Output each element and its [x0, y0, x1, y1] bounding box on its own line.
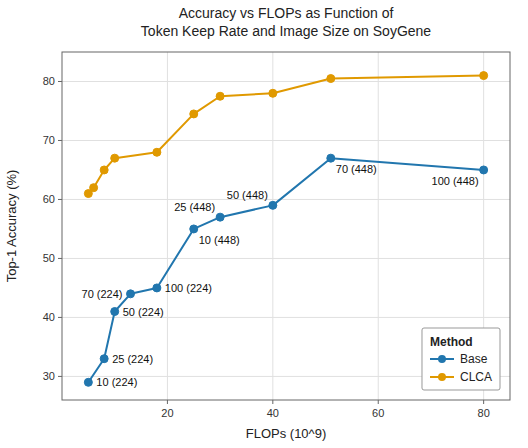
- point: [327, 154, 335, 162]
- legend-title: Method: [430, 335, 473, 349]
- y-axis-label: Top-1 Accuracy (%): [4, 170, 19, 283]
- x-grid-line: [272, 52, 273, 400]
- x-tick-label: 40: [267, 407, 279, 419]
- legend: Method Base CLCA: [422, 328, 500, 390]
- annotation: 25 (448): [174, 201, 215, 213]
- x-tick: [167, 400, 168, 404]
- y-grid-line: [62, 140, 510, 141]
- x-tick: [378, 400, 379, 404]
- x-tick-label: 20: [161, 407, 173, 419]
- chart: 20 40 60 80 30 40 50 60 70 80 Accuracy vs FLOPs as…: [0, 0, 528, 448]
- plot-frame: [62, 52, 510, 400]
- x-grid-line: [167, 52, 168, 400]
- point: [480, 166, 488, 174]
- y-grid-line: [62, 81, 510, 82]
- annotation: 100 (224): [165, 282, 212, 294]
- annotation: 10 (224): [96, 376, 137, 388]
- title: Accuracy vs FLOPs as Function of Token Ke…: [141, 5, 432, 39]
- point: [216, 213, 224, 221]
- annotations: 10 (224) 25 (224) 50 (224)70 (224) 100 (224…: [82, 163, 479, 388]
- y-tick: [58, 81, 62, 82]
- y-tick-label: 60: [43, 193, 55, 205]
- point: [127, 290, 135, 298]
- series-line: [88, 76, 483, 194]
- y-tick: [58, 317, 62, 318]
- y-tick: [58, 376, 62, 377]
- point: [480, 72, 488, 80]
- point: [153, 148, 161, 156]
- x-tick: [483, 400, 484, 404]
- title-line: Token Keep Rate and Image Size on SoyGen…: [141, 23, 432, 39]
- grid: [62, 52, 510, 400]
- legend-label: CLCA: [460, 370, 492, 384]
- point: [111, 154, 119, 162]
- point: [153, 284, 161, 292]
- point: [100, 166, 108, 174]
- annotation: 100 (448): [432, 175, 479, 187]
- point: [269, 201, 277, 209]
- y-tick-label: 80: [43, 75, 55, 87]
- point: [269, 89, 277, 97]
- title-line: Accuracy vs FLOPs as Function of: [179, 5, 394, 21]
- legend-label: Base: [460, 352, 488, 366]
- y-grid-line: [62, 258, 510, 259]
- point: [327, 75, 335, 83]
- y-tick: [58, 199, 62, 200]
- x-tick-label: 60: [372, 407, 384, 419]
- x-grid-line: [378, 52, 379, 400]
- annotation: 50 (224): [123, 306, 164, 318]
- legend-marker: [438, 355, 446, 363]
- point: [90, 184, 98, 192]
- annotation: 70 (224): [82, 288, 123, 300]
- y-grid-line: [62, 199, 510, 200]
- annotation: 25 (224): [112, 353, 153, 365]
- y-tick: [58, 140, 62, 141]
- y-tick-label: 30: [43, 370, 55, 382]
- legend-box: [422, 328, 500, 390]
- y-tick-label: 40: [43, 311, 55, 323]
- y-tick: [58, 258, 62, 259]
- annotation: 50 (448): [227, 189, 268, 201]
- point: [190, 225, 198, 233]
- y-tick-label: 70: [43, 134, 55, 146]
- point: [216, 92, 224, 100]
- x-tick-label: 80: [478, 407, 490, 419]
- x-axis-label: FLOPs (10^9): [246, 426, 327, 441]
- y-tick-label: 50: [43, 252, 55, 264]
- point: [84, 378, 92, 386]
- point: [111, 308, 119, 316]
- point: [190, 110, 198, 118]
- legend-marker: [438, 373, 446, 381]
- annotation: 10 (448): [199, 234, 240, 246]
- annotation: 70 (448): [336, 163, 377, 175]
- point: [100, 355, 108, 363]
- x-tick: [272, 400, 273, 404]
